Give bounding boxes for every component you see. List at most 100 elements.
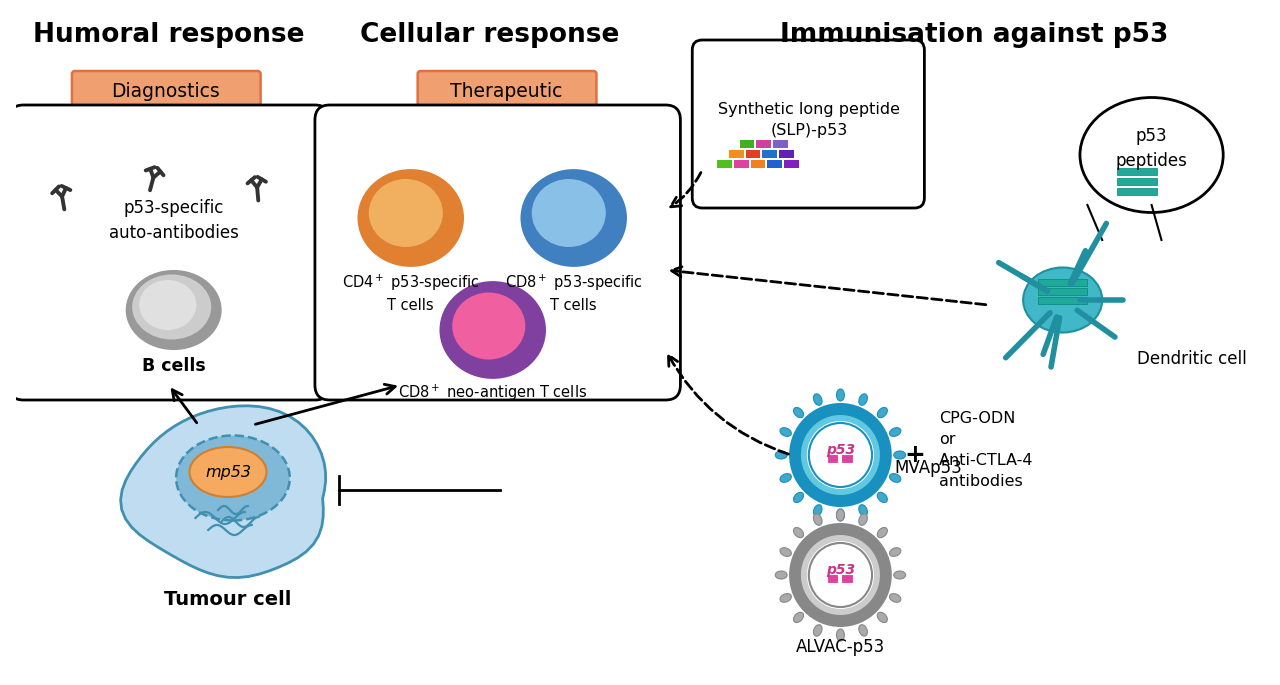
Ellipse shape [780,548,791,556]
Circle shape [806,541,874,609]
Ellipse shape [893,451,906,459]
Ellipse shape [837,389,845,401]
Ellipse shape [890,594,901,602]
Ellipse shape [522,171,626,266]
Bar [1038,297,1088,304]
Ellipse shape [140,280,196,330]
Text: Humoral response: Humoral response [33,22,305,48]
Ellipse shape [189,447,266,497]
Ellipse shape [893,571,906,579]
Ellipse shape [794,612,804,623]
Ellipse shape [780,594,791,602]
Ellipse shape [859,505,868,516]
Ellipse shape [837,629,845,641]
Ellipse shape [1080,97,1224,212]
Ellipse shape [776,451,787,459]
FancyBboxPatch shape [692,40,924,208]
Ellipse shape [814,514,822,525]
Text: CD8$^+$ p53-specific
T cells: CD8$^+$ p53-specific T cells [504,273,643,312]
Ellipse shape [1023,268,1102,332]
Text: p53
peptides: p53 peptides [1116,127,1188,169]
Ellipse shape [859,514,868,525]
Bar [841,454,854,463]
Bar [841,574,854,583]
Bar [785,160,799,168]
Circle shape [801,415,879,495]
Ellipse shape [780,427,791,436]
Ellipse shape [794,527,804,538]
Ellipse shape [890,473,901,482]
Bar [763,150,777,158]
Bar [773,140,788,148]
Text: Synthetic long peptide
(SLP)-p53: Synthetic long peptide (SLP)-p53 [718,102,900,138]
Text: Dendritic cell: Dendritic cell [1137,350,1247,368]
Ellipse shape [814,505,822,516]
FancyBboxPatch shape [417,71,596,111]
Bar [1038,288,1088,295]
Bar [750,160,765,168]
Ellipse shape [877,493,887,503]
Ellipse shape [814,394,822,406]
Ellipse shape [877,527,887,538]
Ellipse shape [440,282,544,377]
Circle shape [809,423,872,487]
Bar [746,150,760,158]
Bar [1117,188,1157,195]
Ellipse shape [890,548,901,556]
Ellipse shape [369,179,443,247]
Bar [733,160,749,168]
Ellipse shape [814,625,822,636]
Ellipse shape [452,292,525,360]
Ellipse shape [531,179,605,247]
Ellipse shape [794,493,804,503]
Ellipse shape [794,408,804,418]
Bar [780,150,794,158]
Circle shape [788,403,892,507]
Text: CPG-ODN
or
Anti-CTLA-4
antibodies: CPG-ODN or Anti-CTLA-4 antibodies [940,411,1034,489]
Ellipse shape [877,408,887,418]
Bar [827,454,838,463]
Ellipse shape [358,171,462,266]
Bar [740,140,754,148]
Ellipse shape [859,625,868,636]
Bar [1038,279,1088,286]
Bar [717,160,732,168]
Bar [827,574,838,583]
Ellipse shape [837,509,845,521]
Ellipse shape [127,271,220,349]
Ellipse shape [859,394,868,406]
Text: CD4$^+$ p53-specific
T cells: CD4$^+$ p53-specific T cells [342,273,480,312]
FancyBboxPatch shape [72,71,261,111]
Polygon shape [120,406,325,577]
Text: p53-specific
auto-antibodies: p53-specific auto-antibodies [109,199,238,242]
Text: Immunisation against p53: Immunisation against p53 [780,22,1167,48]
FancyBboxPatch shape [315,105,681,400]
Circle shape [788,523,892,627]
Bar [1117,168,1157,175]
Text: ALVAC-p53: ALVAC-p53 [796,638,884,656]
Text: p53: p53 [826,443,855,457]
Text: CD8$^+$ neo-antigen T cells: CD8$^+$ neo-antigen T cells [398,383,588,403]
Text: MVAp53: MVAp53 [895,459,963,477]
Bar [756,140,772,148]
Ellipse shape [890,427,901,436]
Bar [767,160,782,168]
Text: Tumour cell: Tumour cell [164,590,292,609]
Ellipse shape [132,275,211,340]
Text: Diagnostics: Diagnostics [111,82,220,101]
Bar [1117,178,1157,185]
Ellipse shape [177,436,289,521]
FancyBboxPatch shape [9,105,330,400]
Text: p53: p53 [826,563,855,577]
Text: +: + [904,443,925,467]
Ellipse shape [776,571,787,579]
Bar [728,150,744,158]
Circle shape [801,535,879,615]
Ellipse shape [780,473,791,482]
Ellipse shape [877,612,887,623]
Text: Cellular response: Cellular response [360,22,620,48]
Text: Therapeutic: Therapeutic [451,82,563,101]
Text: B cells: B cells [142,357,206,375]
Circle shape [809,543,872,607]
Circle shape [806,421,874,489]
